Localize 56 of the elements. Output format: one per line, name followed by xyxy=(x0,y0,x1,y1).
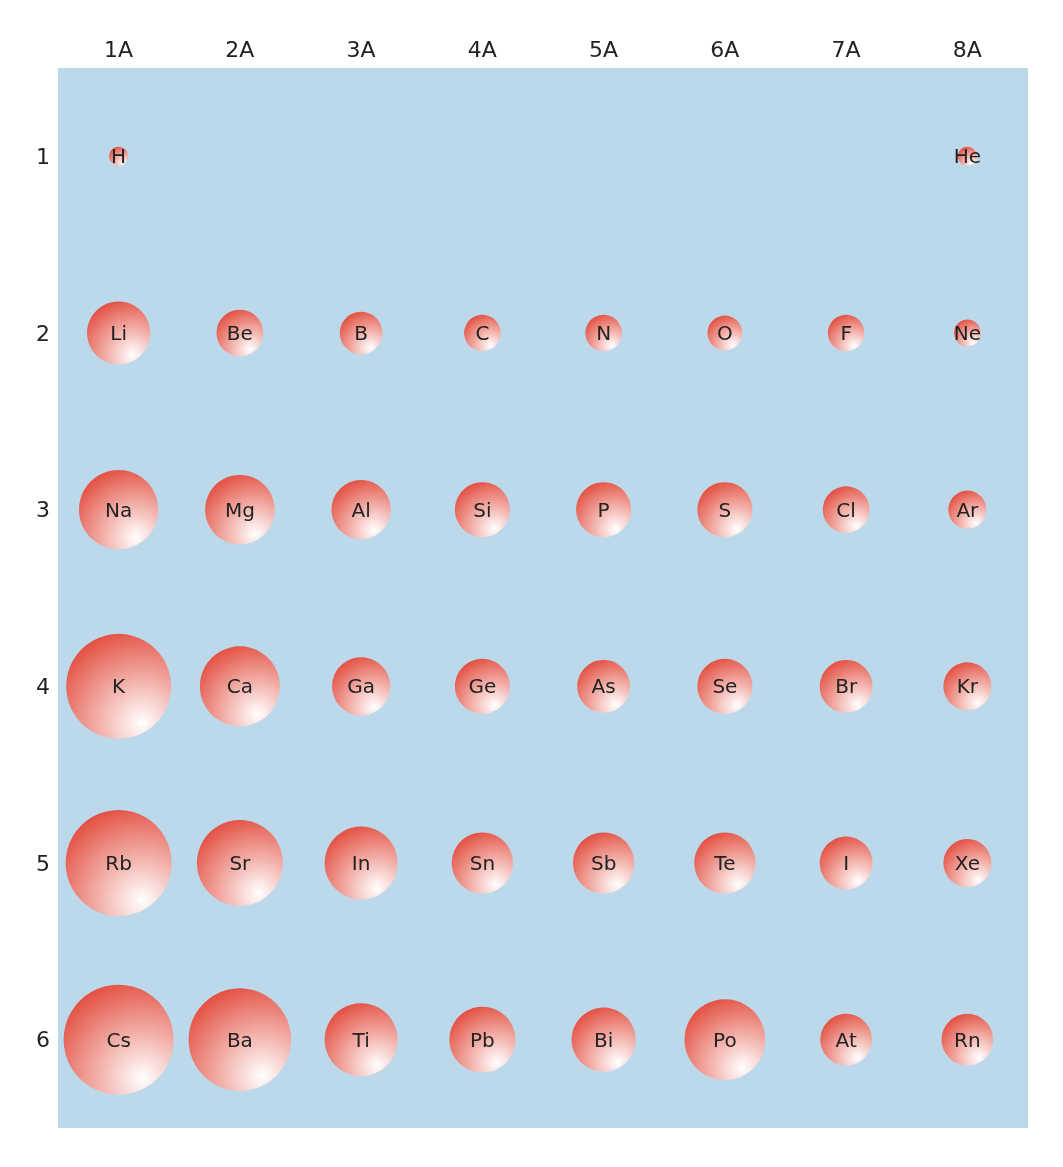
y-tick-label: 1 xyxy=(36,143,50,169)
data-label: Cs xyxy=(106,1027,131,1052)
data-label: P xyxy=(597,497,610,522)
x-tick-label: 7A xyxy=(831,36,861,62)
data-label: H xyxy=(111,144,127,169)
data-label: Po xyxy=(713,1027,737,1052)
data-label: Na xyxy=(105,497,133,522)
x-tick-label: 5A xyxy=(589,36,619,62)
data-label: He xyxy=(953,144,982,169)
data-label: Sb xyxy=(590,851,617,875)
data-label: Al xyxy=(351,497,371,522)
data-label: Kr xyxy=(956,674,979,699)
x-tick-label: 6A xyxy=(710,36,740,62)
x-tick-label: 3A xyxy=(346,36,376,62)
data-label: Mg xyxy=(224,497,255,522)
data-label: Pb xyxy=(469,1027,495,1052)
y-tick-label: 6 xyxy=(36,1027,50,1053)
x-tick-label: 8A xyxy=(952,36,982,62)
data-label: S xyxy=(718,497,732,522)
data-label: In xyxy=(351,851,371,875)
data-label: B xyxy=(354,321,368,345)
data-label: Sr xyxy=(229,851,252,875)
data-label: O xyxy=(717,321,733,345)
data-label: Cl xyxy=(836,497,856,522)
data-label: Sn xyxy=(469,851,496,875)
y-tick-label: 5 xyxy=(36,850,50,876)
data-label: Be xyxy=(226,321,253,345)
data-label: F xyxy=(840,321,852,345)
data-label: Se xyxy=(712,674,738,699)
y-tick-label: 4 xyxy=(36,673,50,699)
data-label: Si xyxy=(473,497,492,522)
data-label: Ar xyxy=(956,497,980,522)
data-label: Te xyxy=(713,851,736,875)
data-label: Ge xyxy=(468,674,497,699)
data-label: Ga xyxy=(347,674,376,699)
x-tick-label: 4A xyxy=(467,36,497,62)
data-label: Ne xyxy=(953,321,982,345)
x-tick-label: 2A xyxy=(225,36,255,62)
data-label: At xyxy=(835,1027,857,1052)
data-label: Ti xyxy=(351,1027,370,1052)
data-label: Li xyxy=(110,321,127,345)
data-label: Rn xyxy=(954,1027,981,1052)
data-label: Ba xyxy=(226,1027,253,1052)
data-label: I xyxy=(843,851,850,875)
y-tick-label: 3 xyxy=(36,497,50,523)
data-label: N xyxy=(596,321,612,345)
data-label: As xyxy=(591,674,616,699)
data-label: Xe xyxy=(954,851,980,875)
data-label: Ca xyxy=(226,674,253,699)
data-label: C xyxy=(475,321,490,345)
data-label: Rb xyxy=(105,851,132,875)
x-tick-label: 1A xyxy=(104,36,134,62)
data-label: Bi xyxy=(593,1027,614,1052)
y-tick-label: 2 xyxy=(36,320,50,346)
data-label: Br xyxy=(835,674,858,699)
data-label: K xyxy=(112,674,127,699)
